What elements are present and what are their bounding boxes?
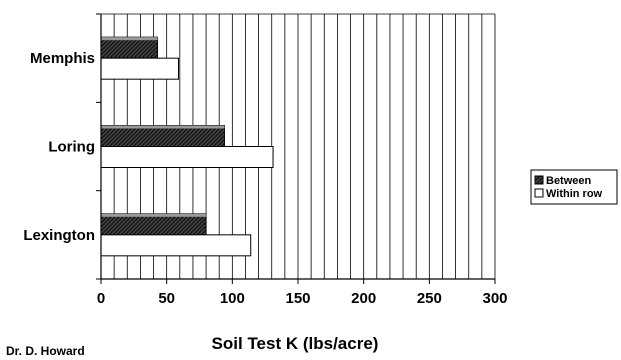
category-label-lexington: Lexington	[23, 227, 95, 244]
legend-swatch-between	[534, 175, 544, 185]
legend-label-between: Between	[546, 175, 592, 187]
bar-highlight	[101, 125, 225, 129]
x-tick-label: 200	[351, 290, 376, 307]
bar-between-loring	[100, 125, 225, 147]
x-tick-labels: 0 50 100 150 200 250 300	[97, 290, 508, 307]
x-axis-title: Soil Test K (lbs/acre)	[212, 334, 379, 353]
x-tick-label: 50	[158, 290, 175, 307]
bar-highlight	[101, 213, 207, 217]
bar-within-row-loring	[100, 146, 274, 168]
category-label-loring: Loring	[48, 139, 95, 156]
x-tick-label: 150	[285, 290, 310, 307]
legend-label-within-row: Within row	[546, 188, 603, 200]
author-credit: Dr. D. Howard	[6, 344, 85, 358]
bars	[100, 36, 274, 257]
category-labels: Memphis Loring Lexington	[23, 50, 95, 244]
bar-within-row-memphis	[100, 57, 179, 80]
x-tick-label: 0	[97, 290, 105, 307]
category-label-memphis: Memphis	[30, 50, 95, 67]
bar-between-memphis	[100, 36, 158, 59]
bar-highlight	[101, 37, 158, 41]
x-tick-label: 100	[220, 290, 245, 307]
bar-within-row-lexington	[100, 234, 252, 257]
x-tick-label: 250	[417, 290, 442, 307]
legend-swatch-within-row	[534, 188, 544, 198]
bar-between-lexington	[100, 213, 207, 236]
axes	[96, 13, 496, 284]
x-tick-label: 300	[482, 290, 507, 307]
